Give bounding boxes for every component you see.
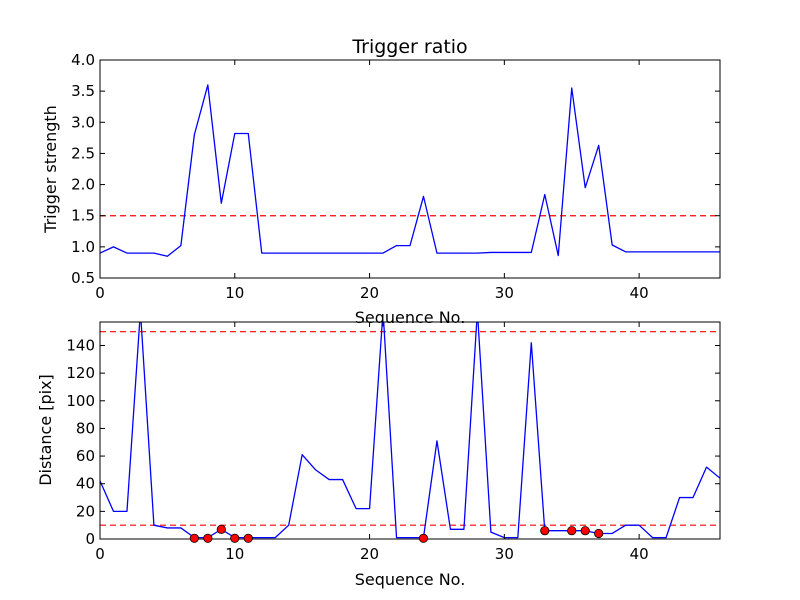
data-point [216,524,226,534]
plot-area-bottom [100,322,720,539]
y-tick-label: 1.0 [71,238,95,256]
y-tick-label: 80 [76,419,95,437]
data-point [203,533,213,543]
y-tick-label: 2.5 [71,144,95,162]
data-point [567,526,577,536]
chart-top: Trigger ratio 0 10 20 30 40 0.5 1.0 1.5 2.0 2.5 3.… [41,36,721,327]
data-point [230,533,240,543]
series-line [100,84,720,257]
x-tick-label: 0 [95,545,105,563]
data-point [243,533,253,543]
data-point [594,528,604,539]
x-tick-label: 30 [495,545,514,563]
x-tick-label: 20 [360,284,379,302]
series-line [100,322,720,539]
y-tick-label: 0 [85,530,95,548]
y-axis-label: Distance [pix] [36,374,55,486]
y-tick-label: 60 [76,447,95,465]
x-tick-label: 0 [95,284,105,302]
marker-layer [189,524,604,543]
data-point [189,533,199,543]
axes-frame [99,321,721,540]
y-tick-label: 40 [76,475,95,493]
y-tick-label: 140 [66,336,95,354]
chart-bottom: 0 10 20 30 40 0 20 40 60 80 100 120 140 Sequence No.… [36,321,721,589]
data-point [580,526,590,536]
axes-frame [99,59,721,279]
x-tick-label: 30 [495,284,514,302]
x-axis-label: Sequence No. [355,570,466,589]
y-tick-label: 3.0 [71,113,95,131]
y-tick-label: 3.5 [71,82,95,100]
tick-marks [99,59,720,279]
y-tick-label: 1.5 [71,207,95,225]
data-point [540,526,550,536]
x-tick-label: 40 [630,545,649,563]
x-tick-label: 10 [225,545,244,563]
x-tick-label: 20 [360,545,379,563]
data-point [418,533,429,543]
x-tick-label: 10 [225,284,244,302]
tick-marks [99,322,720,540]
x-tick-label: 40 [630,284,649,302]
tick-labels: 0 10 20 30 40 0 20 40 60 80 100 120 140 [66,336,648,563]
y-tick-label: 120 [66,364,95,382]
x-axis-label: Sequence No. [355,308,466,327]
y-axis-label: Trigger strength [41,105,60,234]
plot-area-top [100,84,720,257]
y-tick-label: 100 [66,392,95,410]
tick-labels: 0 10 20 30 40 0.5 1.0 1.5 2.0 2.5 3.0 3.5 4.0 [71,51,649,302]
y-tick-label: 0.5 [71,269,95,287]
y-tick-label: 20 [76,502,95,520]
y-tick-label: 2.0 [71,176,95,194]
y-tick-label: 4.0 [71,51,95,69]
chart-title: Trigger ratio [351,36,467,58]
